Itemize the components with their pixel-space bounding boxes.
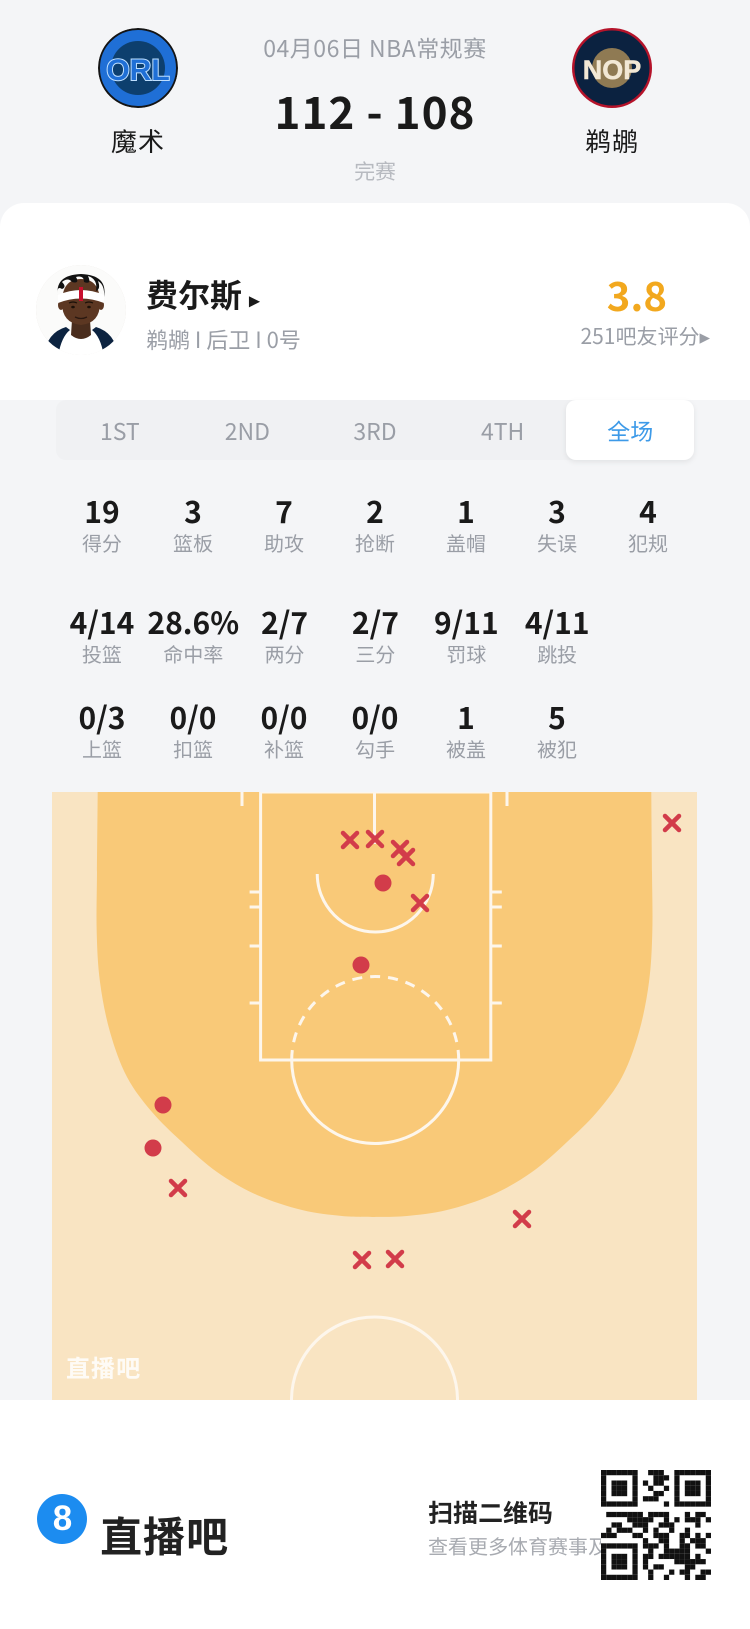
svg-text:8: 8 [53,1499,72,1538]
svg-text:NOP: NOP [583,55,642,85]
svg-text:ORL: ORL [106,54,169,87]
